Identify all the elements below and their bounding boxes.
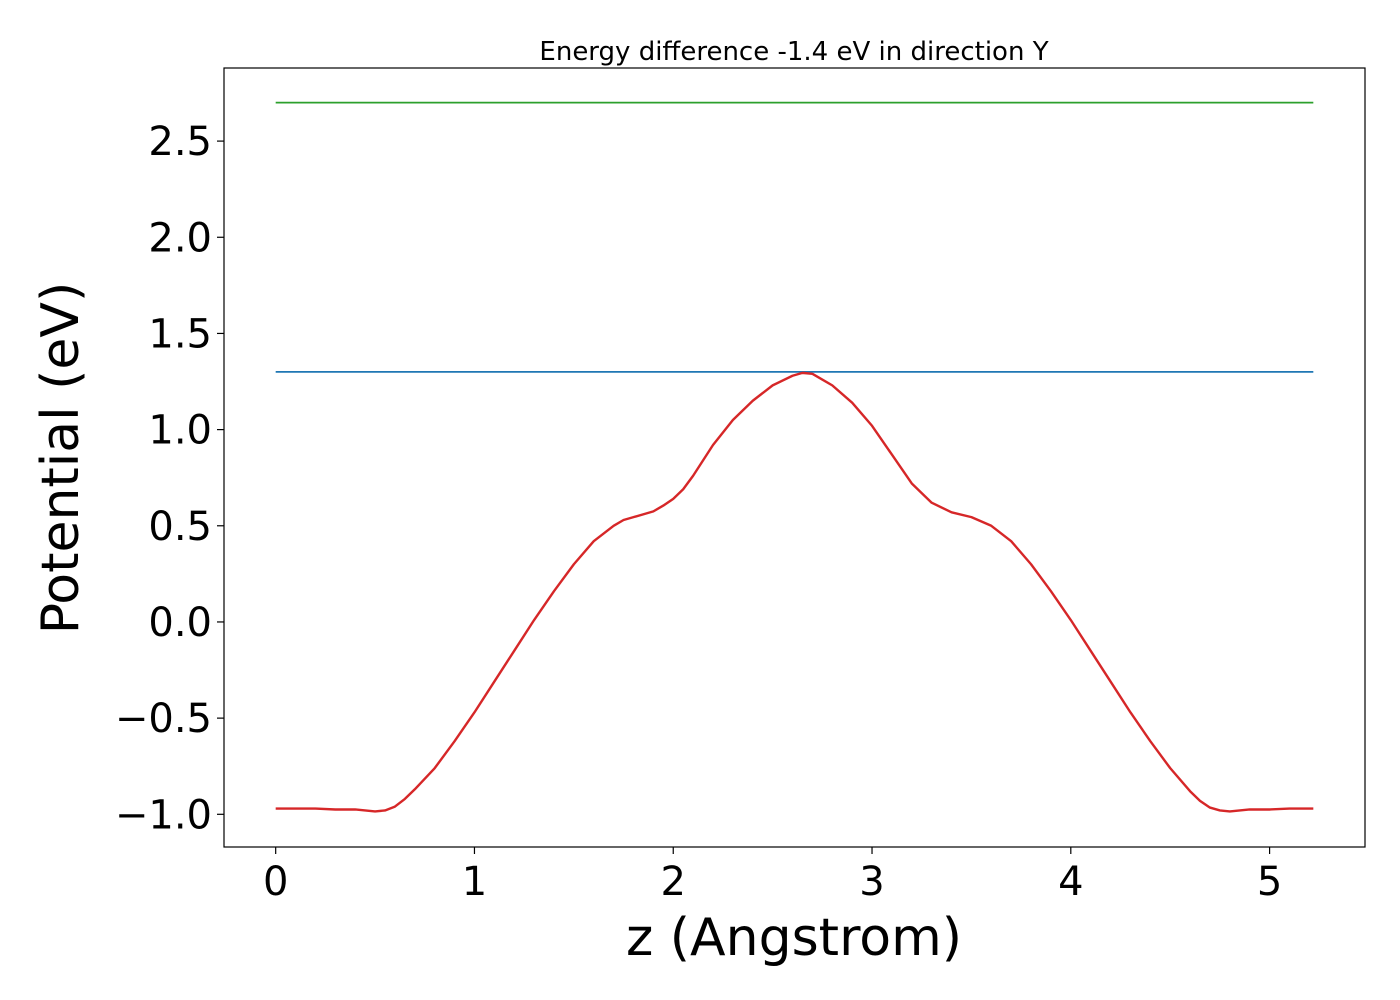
y-axis: −1.0 −0.5 0.0 0.5 1.0 1.5 2.0 2.5 (115, 119, 224, 838)
x-tick-label: 3 (859, 859, 884, 905)
x-tick-label: 4 (1058, 859, 1083, 905)
y-tick-label: −0.5 (115, 696, 212, 742)
y-tick-label: 2.5 (148, 119, 212, 165)
y-tick-label: 0.5 (148, 504, 212, 550)
plot-frame (223, 67, 1366, 848)
x-tick-label: 1 (462, 859, 487, 905)
y-axis-label: Potential (eV) (31, 282, 91, 634)
y-tick-label: 0.0 (148, 600, 212, 646)
y-tick-label: 1.0 (148, 408, 212, 454)
series-line-3 (275, 371, 1314, 813)
x-tick-label: 0 (263, 859, 288, 905)
x-tick-label: 2 (661, 859, 686, 905)
y-tick-label: 1.5 (148, 311, 212, 357)
x-axis-label: z (Angstrom) (626, 908, 962, 968)
series-layer (275, 101, 1314, 813)
x-axis: 0 1 2 3 4 5 (263, 847, 1282, 905)
x-tick-label: 5 (1257, 859, 1282, 905)
chart-title: Energy difference -1.4 eV in direction Y (539, 37, 1048, 67)
y-tick-label: −1.0 (115, 792, 212, 838)
y-tick-label: 2.0 (148, 215, 212, 261)
